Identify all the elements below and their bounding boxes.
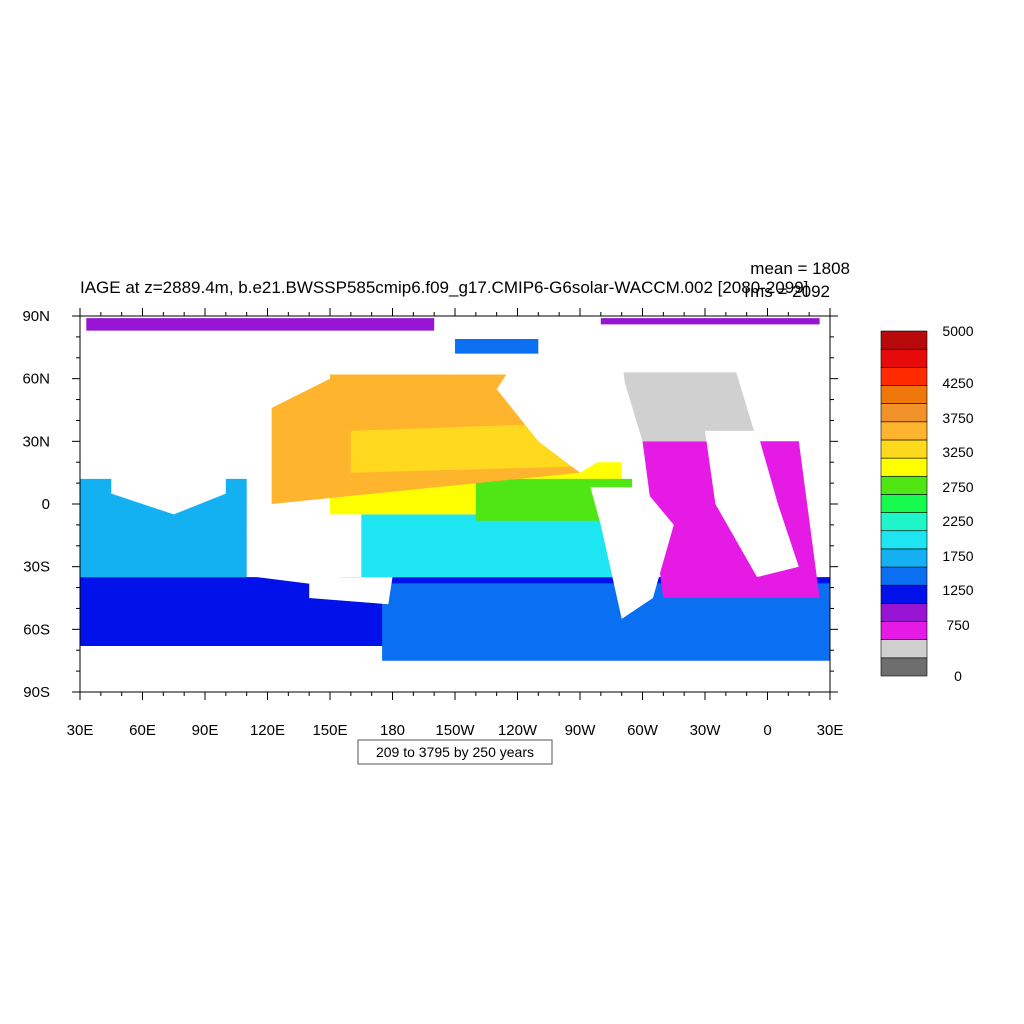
x-tick-label: 30W bbox=[690, 722, 722, 739]
x-tick-label: 180 bbox=[380, 722, 405, 739]
colorbar-swatch bbox=[880, 348, 928, 368]
y-tick-label: 60N bbox=[22, 371, 50, 388]
x-tick-label: 150W bbox=[435, 722, 475, 739]
mean-stat: mean = 1808 bbox=[750, 259, 850, 278]
colorbar-swatch bbox=[880, 457, 928, 477]
y-axis-tick-labels: 90N 60N 30N 0 30S 60S 90S bbox=[22, 308, 50, 701]
colorbar-swatch bbox=[880, 657, 928, 677]
colorbar-label: 3750 bbox=[942, 410, 973, 426]
colorbar-swatch bbox=[880, 475, 928, 495]
x-tick-label: 90W bbox=[565, 722, 597, 739]
contour-info: 209 to 3795 by 250 years bbox=[376, 744, 534, 760]
land-mass-6 bbox=[496, 357, 633, 473]
colorbar-swatch bbox=[880, 530, 928, 550]
field-region-north-atlantic-9 bbox=[621, 372, 758, 442]
colorbar-swatch bbox=[880, 439, 928, 459]
colorbar-swatch bbox=[880, 330, 928, 350]
field-region-arctic-shelf-12 bbox=[455, 339, 539, 354]
colorbar-label: 1750 bbox=[942, 548, 973, 564]
land-mass-4 bbox=[705, 430, 799, 578]
colorbar-swatch bbox=[880, 367, 928, 386]
colorbar-swatch bbox=[880, 548, 928, 568]
colorbar-swatch bbox=[880, 385, 928, 404]
y-tick-label: 0 bbox=[42, 496, 50, 513]
colorbar-swatch bbox=[880, 403, 928, 423]
y-tick-label: 90S bbox=[23, 684, 50, 701]
colorbar-swatch bbox=[880, 621, 928, 640]
y-tick-label: 90N bbox=[22, 308, 50, 325]
colorbar-swatch bbox=[880, 512, 928, 532]
x-tick-label: 30E bbox=[817, 722, 844, 739]
field-region-arctic-10 bbox=[86, 318, 435, 331]
colorbar-label: 4250 bbox=[942, 375, 973, 391]
colorbar-label: 5000 bbox=[942, 323, 973, 339]
colorbar-swatch bbox=[880, 603, 928, 622]
colorbar-label: 1250 bbox=[942, 582, 973, 598]
colorbar bbox=[880, 330, 928, 677]
land-mass-0 bbox=[246, 529, 341, 588]
colorbar-swatch bbox=[880, 421, 928, 441]
x-tick-label: 0 bbox=[763, 722, 771, 739]
field-region-arctic-11 bbox=[600, 318, 820, 325]
colorbar-labels: 0 750 1250 1750 2250 2750 3250 3750 4250 5000 bbox=[942, 323, 973, 684]
colorbar-swatch bbox=[880, 494, 928, 513]
colorbar-label: 2750 bbox=[942, 479, 973, 495]
x-tick-label: 30E bbox=[67, 722, 94, 739]
colorbar-label: 0 bbox=[954, 668, 962, 684]
x-axis-tick-labels: 30E 60E 90E 120E 150E 180 150W 120W 90W 60W 30W 0 30… bbox=[67, 722, 844, 739]
rms-stat: rms = 2092 bbox=[744, 282, 830, 301]
colorbar-label: 2250 bbox=[942, 513, 973, 529]
land-mass-3 bbox=[590, 487, 674, 619]
y-tick-label: 60S bbox=[23, 621, 50, 638]
x-tick-label: 90E bbox=[192, 722, 219, 739]
x-tick-label: 60E bbox=[129, 722, 156, 739]
colorbar-swatch bbox=[880, 639, 928, 659]
colorbar-swatch bbox=[880, 566, 928, 586]
chart-title: IAGE at z=2889.4m, b.e21.BWSSP585cmip6.f… bbox=[80, 278, 808, 297]
y-tick-label: 30S bbox=[23, 559, 50, 576]
contour-info-box bbox=[357, 739, 553, 765]
colorbar-label: 750 bbox=[946, 617, 970, 633]
land-mass-5 bbox=[80, 347, 330, 410]
x-tick-label: 60W bbox=[627, 722, 659, 739]
field-region-arctic-shelf-1 bbox=[382, 583, 830, 661]
colorbar-label: 3250 bbox=[942, 444, 973, 460]
field-region-south-pacific-3 bbox=[361, 514, 643, 578]
field-region-central-north-pacific-7 bbox=[350, 424, 580, 473]
x-tick-label: 120W bbox=[498, 722, 538, 739]
land-mass-1 bbox=[111, 451, 226, 515]
field-region-indian-ocean-2 bbox=[80, 478, 247, 578]
land-mask bbox=[80, 347, 799, 619]
land-mass-2 bbox=[309, 577, 393, 605]
x-tick-label: 150E bbox=[312, 722, 347, 739]
x-tick-label: 120E bbox=[250, 722, 285, 739]
y-tick-label: 30N bbox=[22, 433, 50, 450]
colorbar-swatch bbox=[880, 584, 928, 604]
axis-ticks bbox=[72, 308, 838, 700]
